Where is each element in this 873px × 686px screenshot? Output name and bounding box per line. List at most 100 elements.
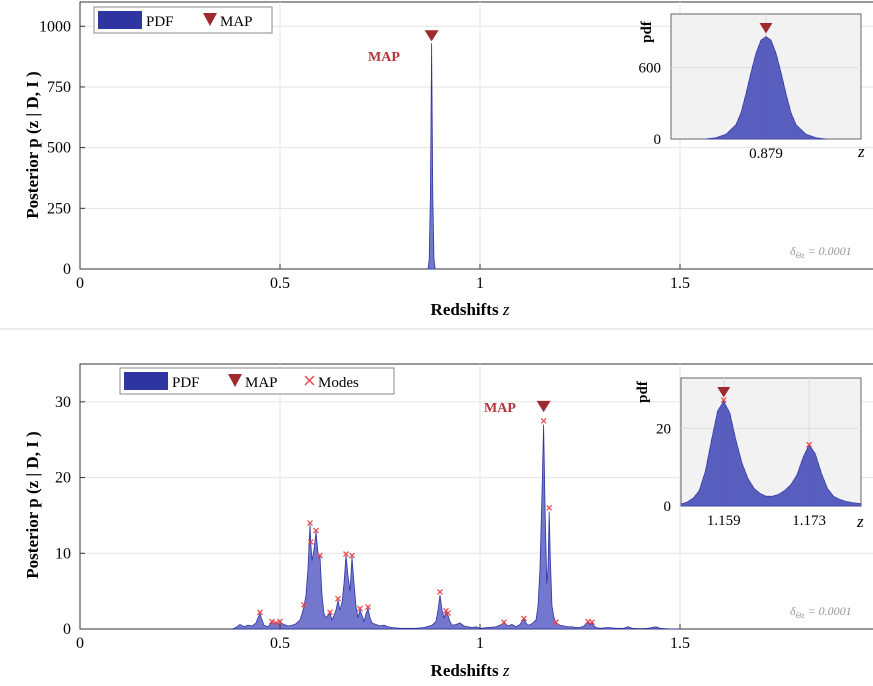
inset-mode-marker (720, 397, 727, 404)
x-axis-label-bottom: Redshifts z (431, 661, 510, 680)
mode-marker (445, 610, 451, 617)
mode-marker (546, 504, 553, 511)
y-axis-label-text-top: Posterior p (z | D, I ) (23, 71, 42, 218)
x-tick-label: 1.5 (670, 635, 690, 652)
delta-annotation-top: δΘz = 0.0001 (790, 244, 852, 260)
legend-label-map-top: MAP (220, 14, 253, 30)
x-tick-label: 1 (476, 275, 484, 292)
inset-map-marker-bottom (717, 387, 731, 398)
y-axis-label-bottom: Posterior p (z | D, I ) (23, 431, 42, 578)
delta-annotation-bottom: δΘz = 0.0001 (790, 604, 852, 620)
inset-mode-marker (806, 441, 813, 448)
inset-y-ticks-bottom: 0 20 (656, 421, 671, 515)
series-area (427, 43, 436, 270)
inset-x-ticks-top: 0.879 (749, 146, 783, 162)
mode-marker (437, 588, 443, 595)
y-axis-label-text-bottom: Posterior p (z | D, I ) (23, 431, 42, 578)
inset-x-tick-label: 0.879 (749, 146, 783, 162)
y-tick-label: 10 (55, 545, 71, 562)
x-tick-label: 1 (476, 635, 484, 652)
mode-marker (257, 609, 263, 616)
inset-y-label-top: pdf (639, 20, 655, 43)
x-tick-label: 0.5 (270, 635, 290, 652)
inset-map-marker (759, 22, 773, 34)
x-tick-label: 0.5 (270, 275, 290, 292)
legend-bottom: PDF MAP Modes (119, 367, 395, 395)
legend-label-modes-bottom: Modes (318, 375, 359, 391)
y-axis-label-top: Posterior p (z | D, I ) (23, 71, 42, 218)
x-tick-labels-bottom: 00.511.52 (76, 624, 690, 652)
inset-map-marker-top (759, 22, 773, 34)
mode-marker (277, 618, 283, 625)
inset-series-bottom (680, 400, 862, 507)
series-pdf-top (427, 43, 436, 270)
mode-marker (335, 595, 341, 602)
inset-x-ticks-bottom: 1.159 1.173 (707, 513, 826, 529)
mode-marker (357, 605, 363, 612)
map-label-top: MAP (368, 50, 400, 65)
mode-marker (349, 552, 355, 559)
inset-x-tick-label: 1.159 (707, 513, 741, 529)
x-axis-label-bold-top: Redshifts (431, 300, 499, 319)
series-area (231, 424, 680, 630)
inset-modes-bottom (720, 397, 813, 448)
inset-x-label-bottom: z (856, 512, 864, 531)
map-marker (424, 30, 439, 42)
y-tick-labels-top: 0 250 500 750 1000 (39, 18, 85, 278)
inset-x-label-top: z (857, 142, 865, 161)
y-tick-label: 0 (63, 621, 71, 638)
map-marker-top (424, 30, 439, 42)
x-axis-label-top: Redshifts z (431, 300, 510, 319)
mode-marker (317, 552, 323, 559)
mode-marker (301, 601, 307, 608)
inset-y-tick-label: 0 (654, 132, 662, 148)
y-tick-labels-bottom: 0 10 20 30 (55, 394, 85, 638)
inset-y-tick-label: 600 (639, 61, 662, 77)
series-pdf-bottom (231, 424, 680, 630)
mode-marker (343, 551, 349, 557)
inset-y-ticks-top: 0 600 (639, 61, 662, 148)
inset-y-label-bottom: pdf (635, 380, 651, 403)
inset-bottom: 0 20 1.159 1.173 pdf z (635, 377, 864, 531)
mode-marker (553, 619, 559, 626)
legend-triangle-icon-bottom (228, 374, 242, 387)
legend-swatch-pdf-bottom (124, 372, 168, 390)
mode-marker (313, 527, 319, 534)
x-tick-label: 0 (76, 635, 84, 652)
legend-triangle-icon-top (203, 13, 217, 26)
legend-swatch-pdf-top (98, 11, 142, 29)
y-tick-label: 1000 (39, 18, 71, 35)
legend-cross-icon-bottom (304, 375, 315, 386)
mode-marker (307, 520, 313, 526)
y-tick-label: 250 (47, 200, 71, 217)
legend-label-pdf-top: PDF (146, 14, 174, 30)
inset-map-marker (717, 387, 731, 398)
mode-marker (327, 609, 333, 616)
mode-marker (521, 615, 527, 622)
x-tick-label: 0 (76, 275, 84, 292)
legend-label-pdf-bottom: PDF (172, 375, 200, 391)
mode-marker (365, 604, 371, 610)
inset-y-tick-label: 20 (656, 421, 671, 437)
legend-top: PDF MAP (93, 6, 273, 34)
y-tick-label: 500 (47, 140, 71, 157)
inset-series-area (680, 400, 862, 507)
x-tick-labels-top: 00.511.52 (76, 264, 690, 292)
x-axis-label-bold-bottom: Redshifts (431, 661, 499, 680)
x-axis-label-var-top: z (502, 300, 510, 319)
map-marker (536, 400, 551, 413)
mode-marker (589, 619, 595, 626)
y-tick-label: 30 (55, 394, 71, 411)
map-label-bottom: MAP (484, 401, 516, 416)
mode-marker (273, 620, 279, 626)
inset-y-tick-label: 0 (664, 499, 672, 515)
map-marker-bottom (536, 400, 551, 413)
mode-marker (269, 618, 275, 625)
x-axis-label-var-bottom: z (502, 661, 510, 680)
y-tick-label: 750 (47, 79, 71, 96)
legend-label-map-bottom: MAP (245, 375, 278, 391)
inset-series-top (705, 36, 827, 140)
